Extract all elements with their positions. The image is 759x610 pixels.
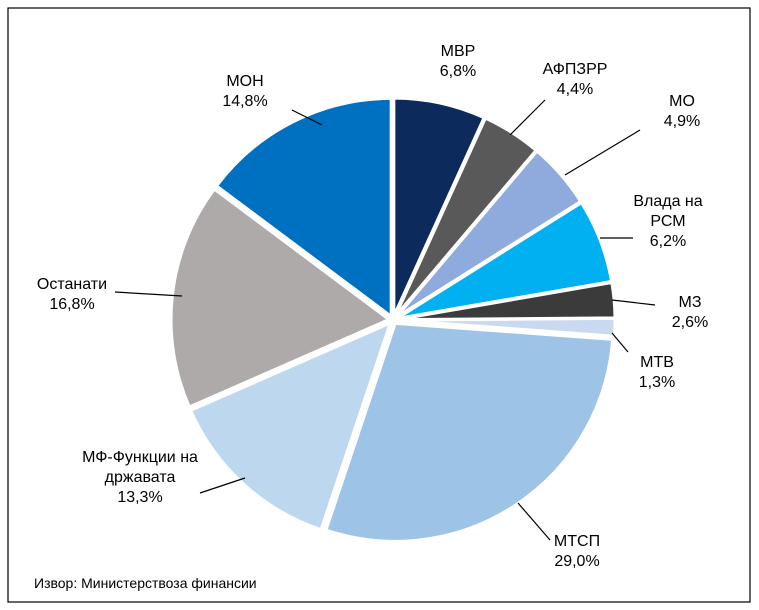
- pie-slice: [324, 321, 615, 543]
- data-label: МФ-Функции на државата 13,3%: [55, 448, 225, 508]
- category-label: Останати: [36, 276, 108, 293]
- category-label: МТВ: [640, 354, 674, 371]
- leader-line: [517, 502, 551, 541]
- data-label: АФПЗРР 4,4%: [530, 60, 620, 100]
- leader-line: [564, 129, 641, 176]
- value-label: 14,8%: [222, 93, 268, 110]
- value-label: 16,8%: [49, 296, 95, 313]
- data-label: МОН 14,8%: [210, 72, 280, 112]
- data-label: МТСП 29,0%: [542, 532, 612, 572]
- source-note: Извор: Министерствоза финансии: [34, 575, 257, 591]
- value-label: 6,8%: [439, 63, 477, 80]
- leader-line: [114, 291, 183, 297]
- data-label: МВР 6,8%: [428, 42, 488, 82]
- data-label: Влада на РСМ 6,2%: [618, 192, 718, 252]
- value-label: 2,6%: [671, 314, 709, 331]
- category-label: МТСП: [553, 533, 601, 550]
- leader-line: [291, 109, 323, 126]
- value-label: 29,0%: [554, 553, 600, 570]
- data-label: МЗ 2,6%: [660, 293, 720, 333]
- leader-line: [509, 99, 546, 136]
- category-label: МВР: [440, 43, 476, 60]
- value-label: 4,9%: [663, 113, 701, 130]
- frame: [7, 7, 751, 603]
- category-label: МФ-Функции на државата: [82, 449, 198, 486]
- category-label: МОН: [226, 73, 264, 90]
- data-label: Останати 16,8%: [27, 275, 117, 315]
- value-label: 13,3%: [117, 489, 163, 506]
- pie-slice: [188, 320, 393, 532]
- data-label: МТВ 1,3%: [627, 353, 687, 393]
- value-label: 4,4%: [556, 81, 594, 98]
- category-label: Влада на РСМ: [633, 193, 703, 230]
- leader-line: [611, 299, 656, 306]
- leader-line: [611, 332, 629, 353]
- value-label: 6,2%: [649, 233, 687, 250]
- data-label: МО 4,9%: [652, 92, 712, 132]
- category-label: МО: [669, 93, 695, 110]
- leader-line: [199, 477, 246, 494]
- category-label: МЗ: [678, 294, 702, 311]
- pie-slice: [169, 186, 392, 409]
- category-label: АФПЗРР: [542, 61, 608, 78]
- pie-slice: [214, 96, 393, 320]
- value-label: 1,3%: [638, 374, 676, 391]
